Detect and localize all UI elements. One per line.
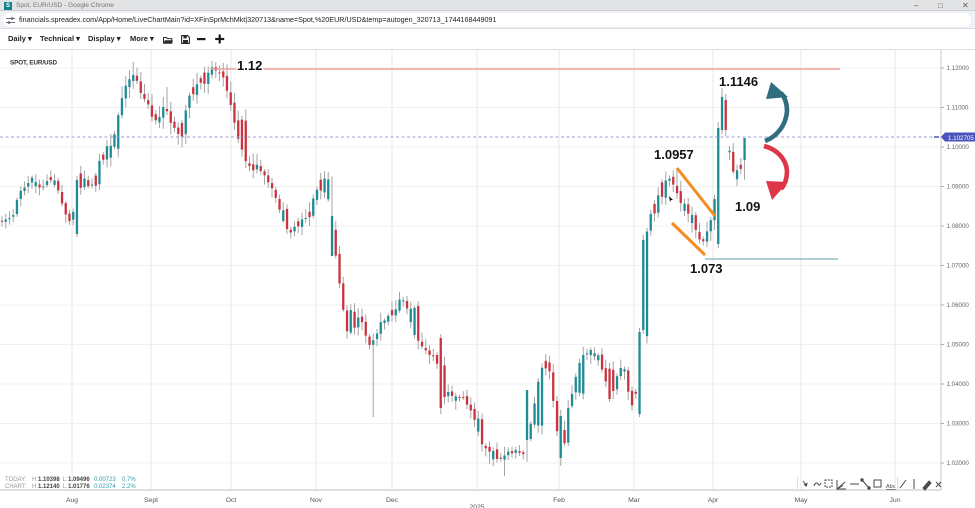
svg-text:1.03000: 1.03000: [947, 421, 970, 428]
svg-text:Feb: Feb: [553, 497, 565, 504]
svg-text:Sept: Sept: [144, 497, 158, 504]
svg-text:0.02374: 0.02374: [94, 484, 116, 490]
svg-text:1.06000: 1.06000: [947, 302, 970, 309]
svg-text:1.10398: 1.10398: [38, 477, 60, 483]
svg-text:L:: L:: [63, 484, 68, 490]
svg-text:0.7%: 0.7%: [122, 477, 136, 483]
svg-text:2025: 2025: [469, 504, 484, 508]
svg-text:Jun: Jun: [890, 497, 901, 504]
svg-text:SPOT, EUR/USD: SPOT, EUR/USD: [10, 60, 58, 67]
svg-text:Abc: Abc: [886, 484, 896, 490]
svg-text:1.073: 1.073: [690, 261, 723, 276]
svg-text:1.0957: 1.0957: [654, 147, 694, 162]
svg-text:Dec: Dec: [386, 497, 399, 504]
svg-text:1.07000: 1.07000: [947, 263, 970, 270]
svg-text:1.01776: 1.01776: [68, 484, 90, 490]
svg-text:May: May: [795, 497, 808, 504]
svg-text:1.02000: 1.02000: [947, 460, 970, 467]
svg-text:Oct: Oct: [226, 497, 237, 504]
svg-text:CHART:: CHART:: [5, 484, 27, 490]
svg-text:1.08000: 1.08000: [947, 223, 970, 230]
svg-text:1.05000: 1.05000: [947, 342, 970, 349]
svg-text:L:: L:: [63, 477, 68, 483]
svg-text:1.12: 1.12: [237, 58, 262, 73]
svg-text:TODAY:: TODAY:: [5, 477, 27, 483]
svg-text:2.2%: 2.2%: [122, 484, 136, 490]
svg-text:1.10000: 1.10000: [947, 144, 970, 151]
svg-text:1.11000: 1.11000: [947, 105, 969, 112]
svg-text:1.09496: 1.09496: [68, 477, 90, 483]
svg-text:Nov: Nov: [310, 497, 323, 504]
svg-text:1.102705: 1.102705: [948, 135, 974, 142]
svg-text:0.00723: 0.00723: [94, 477, 116, 483]
svg-text:1.04000: 1.04000: [947, 381, 970, 388]
svg-text:H:: H:: [32, 477, 38, 483]
svg-text:1.09: 1.09: [735, 199, 760, 214]
svg-text:Aug: Aug: [66, 497, 78, 504]
svg-text:H:: H:: [32, 484, 38, 490]
svg-text:1.12140: 1.12140: [38, 484, 60, 490]
svg-text:1.09000: 1.09000: [947, 184, 970, 191]
svg-text:Mar: Mar: [628, 497, 640, 504]
svg-text:1.12000: 1.12000: [947, 65, 970, 72]
svg-text:Apr: Apr: [708, 497, 719, 504]
svg-text:1.1146: 1.1146: [719, 74, 758, 89]
